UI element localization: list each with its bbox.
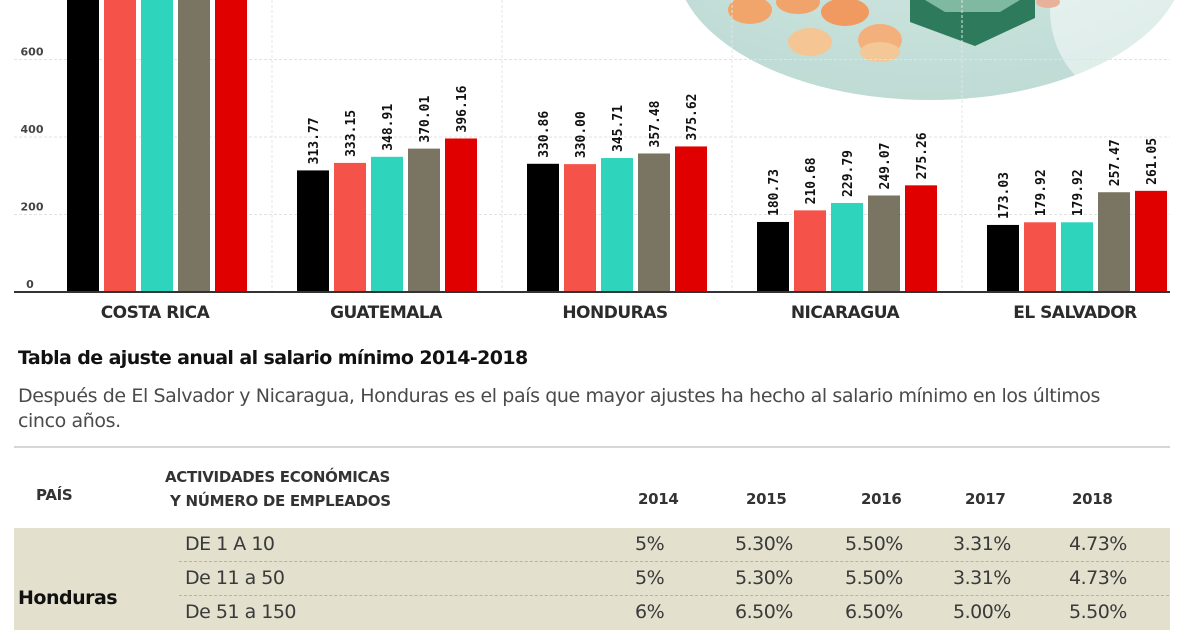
header-year: 2015 <box>746 490 787 508</box>
data-label: 179.92 <box>1071 169 1086 216</box>
data-label: 180.73 <box>767 169 782 216</box>
activity-cell: De 11 a 50 <box>185 567 285 589</box>
bar <box>601 158 633 292</box>
data-label: 275.26 <box>915 132 930 179</box>
table-row: De 11 a 50 5% 5.30% 5.50% 3.31% 4.73% <box>179 562 1169 596</box>
data-label: 179.92 <box>1034 169 1049 216</box>
value-cell: 3.31% <box>953 567 1011 589</box>
value-cell: 5.50% <box>1069 601 1127 623</box>
category-label: HONDURAS <box>562 303 668 323</box>
data-label: 330.86 <box>537 111 552 158</box>
category-label: GUATEMALA <box>330 303 442 323</box>
bar <box>141 0 173 292</box>
bar <box>297 170 329 292</box>
table-title: Tabla de ajuste anual al salario mínimo … <box>18 347 528 369</box>
bar <box>1024 222 1056 292</box>
value-cell: 6.50% <box>735 601 793 623</box>
header-year: 2018 <box>1072 490 1113 508</box>
bar <box>104 0 136 292</box>
bar <box>371 156 403 292</box>
header-activity-line2: Y NÚMERO DE EMPLEADOS <box>170 492 391 510</box>
bar <box>638 153 670 292</box>
bar <box>215 0 247 292</box>
data-label: 375.62 <box>685 93 700 140</box>
bar <box>905 185 937 292</box>
value-cell: 5% <box>635 567 665 589</box>
y-tick-label: 0 <box>26 278 34 291</box>
value-cell: 3.31% <box>953 533 1011 555</box>
bar <box>408 148 440 292</box>
country-cell: Honduras <box>18 587 118 609</box>
category-label: EL SALVADOR <box>1013 303 1137 323</box>
data-label: 396.16 <box>455 85 470 132</box>
bar <box>67 0 99 292</box>
table-header: PAÍS ACTIVIDADES ECONÓMICAS Y NÚMERO DE … <box>0 464 1200 524</box>
bar <box>831 202 863 292</box>
value-cell: 5.50% <box>845 533 903 555</box>
data-label: 345.71 <box>611 105 626 152</box>
category-axis-labels: COSTA RICA GUATEMALA HONDURAS NICARAGUA … <box>0 303 1200 333</box>
data-label: 370.01 <box>418 95 433 142</box>
data-label: 257.47 <box>1108 139 1123 186</box>
data-label: 173.03 <box>997 172 1012 219</box>
bar <box>757 221 789 292</box>
category-label: NICARAGUA <box>790 303 900 323</box>
data-label: 357.48 <box>648 100 663 147</box>
header-activity-line1: ACTIVIDADES ECONÓMICAS <box>165 468 391 486</box>
bar <box>527 163 559 292</box>
data-label: 330.00 <box>574 111 589 158</box>
bar <box>1135 190 1167 292</box>
header-year: 2014 <box>638 490 679 508</box>
bar <box>178 0 210 292</box>
data-label: 210.68 <box>804 157 819 204</box>
bar <box>1061 222 1093 292</box>
bar <box>1098 192 1130 292</box>
header-country: PAÍS <box>36 486 73 504</box>
bar-chart: 0 200 400 600 313.77 333.15 348.91 370.01 396.16… <box>14 0 1170 293</box>
bar <box>564 164 596 292</box>
y-tick-label: 400 <box>21 123 44 136</box>
bar <box>675 146 707 292</box>
table-body: Honduras DE 1 A 10 5% 5.30% 5.50% 3.31% … <box>14 528 1170 630</box>
bar <box>987 224 1019 292</box>
value-cell: 5.30% <box>735 533 793 555</box>
table-row: DE 1 A 10 5% 5.30% 5.50% 3.31% 4.73% <box>179 528 1169 562</box>
bar <box>445 138 477 292</box>
value-cell: 6% <box>635 601 665 623</box>
y-tick-label: 600 <box>21 46 44 59</box>
data-label: 261.05 <box>1145 138 1160 185</box>
table-description: Después de El Salvador y Nicaragua, Hond… <box>18 385 1101 432</box>
header-year: 2016 <box>861 490 902 508</box>
value-cell: 5% <box>635 533 665 555</box>
data-label: 249.07 <box>878 143 893 190</box>
value-cell: 5.50% <box>845 567 903 589</box>
bar <box>868 195 900 292</box>
bar <box>334 162 366 292</box>
value-cell: 4.73% <box>1069 567 1127 589</box>
value-cell: 5.00% <box>953 601 1011 623</box>
data-label: 229.79 <box>841 150 856 197</box>
data-label: 313.77 <box>307 117 322 164</box>
divider <box>14 446 1170 448</box>
category-label: COSTA RICA <box>100 303 210 323</box>
table-row: De 51 a 150 6% 6.50% 6.50% 5.00% 5.50% <box>179 596 1169 629</box>
value-cell: 4.73% <box>1069 533 1127 555</box>
data-label: 348.91 <box>381 104 396 151</box>
data-label: 333.15 <box>344 110 359 157</box>
value-cell: 6.50% <box>845 601 903 623</box>
bar <box>794 210 826 292</box>
value-cell: 5.30% <box>735 567 793 589</box>
header-year: 2017 <box>965 490 1006 508</box>
activity-cell: DE 1 A 10 <box>185 533 275 555</box>
y-tick-label: 200 <box>21 201 44 214</box>
activity-cell: De 51 a 150 <box>185 601 297 623</box>
